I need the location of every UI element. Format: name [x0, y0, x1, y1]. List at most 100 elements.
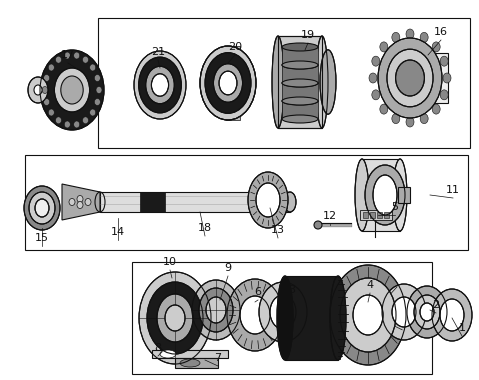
Polygon shape: [384, 212, 389, 218]
Ellipse shape: [372, 90, 380, 100]
Ellipse shape: [199, 288, 233, 332]
Ellipse shape: [206, 297, 226, 323]
Text: 16: 16: [434, 27, 448, 37]
Ellipse shape: [35, 199, 49, 217]
Ellipse shape: [40, 50, 104, 130]
Ellipse shape: [96, 87, 102, 93]
Text: 20: 20: [228, 42, 242, 52]
Ellipse shape: [340, 278, 396, 352]
Ellipse shape: [373, 175, 397, 215]
Ellipse shape: [432, 289, 472, 341]
Polygon shape: [140, 192, 165, 212]
Ellipse shape: [139, 272, 211, 364]
Ellipse shape: [355, 159, 369, 231]
Text: 12: 12: [323, 211, 337, 221]
Ellipse shape: [134, 51, 186, 119]
Ellipse shape: [314, 221, 322, 229]
Ellipse shape: [227, 279, 283, 351]
Ellipse shape: [248, 172, 288, 228]
Ellipse shape: [48, 109, 54, 116]
Polygon shape: [152, 350, 228, 358]
Ellipse shape: [146, 66, 174, 104]
Text: 1: 1: [458, 323, 466, 333]
Ellipse shape: [392, 114, 400, 124]
Text: 6: 6: [254, 287, 262, 297]
Ellipse shape: [29, 192, 55, 224]
Text: 4: 4: [366, 280, 374, 290]
Ellipse shape: [48, 64, 54, 71]
Text: 17: 17: [61, 50, 75, 60]
Ellipse shape: [192, 280, 240, 340]
Text: 7: 7: [215, 353, 222, 363]
Polygon shape: [363, 212, 368, 218]
Ellipse shape: [330, 265, 406, 365]
Text: 11: 11: [446, 185, 460, 195]
Ellipse shape: [69, 198, 75, 206]
Ellipse shape: [240, 296, 270, 334]
Ellipse shape: [382, 284, 426, 340]
Ellipse shape: [282, 43, 318, 51]
Ellipse shape: [82, 56, 89, 63]
Ellipse shape: [259, 282, 307, 342]
Polygon shape: [282, 65, 318, 83]
Ellipse shape: [219, 71, 237, 95]
Ellipse shape: [282, 97, 318, 105]
Polygon shape: [62, 184, 100, 220]
Ellipse shape: [82, 117, 89, 124]
Text: 19: 19: [301, 30, 315, 40]
Polygon shape: [362, 159, 400, 231]
Text: 15: 15: [35, 233, 49, 243]
Ellipse shape: [282, 61, 318, 69]
Ellipse shape: [393, 159, 407, 231]
Ellipse shape: [369, 73, 377, 83]
Ellipse shape: [282, 79, 318, 87]
Ellipse shape: [378, 38, 442, 118]
Ellipse shape: [432, 42, 440, 52]
Ellipse shape: [56, 117, 61, 124]
Ellipse shape: [94, 74, 101, 82]
Ellipse shape: [77, 201, 83, 209]
Ellipse shape: [282, 115, 318, 123]
Ellipse shape: [270, 295, 296, 329]
Ellipse shape: [90, 64, 96, 71]
Ellipse shape: [420, 114, 428, 124]
Ellipse shape: [160, 350, 176, 358]
Ellipse shape: [44, 98, 50, 106]
Ellipse shape: [380, 42, 388, 52]
Ellipse shape: [372, 56, 380, 66]
Ellipse shape: [157, 294, 193, 342]
Ellipse shape: [94, 98, 101, 106]
Ellipse shape: [90, 109, 96, 116]
Ellipse shape: [316, 36, 328, 128]
Polygon shape: [282, 101, 318, 119]
Ellipse shape: [396, 60, 424, 96]
Ellipse shape: [272, 36, 284, 128]
Ellipse shape: [44, 74, 50, 82]
Ellipse shape: [24, 186, 60, 230]
Polygon shape: [370, 212, 375, 218]
Text: 2: 2: [433, 300, 440, 310]
Ellipse shape: [443, 73, 451, 83]
Ellipse shape: [284, 192, 296, 212]
Text: 8: 8: [154, 343, 161, 353]
Ellipse shape: [56, 56, 61, 63]
Ellipse shape: [74, 52, 80, 59]
Polygon shape: [377, 212, 382, 218]
Text: 9: 9: [225, 263, 231, 273]
Ellipse shape: [74, 121, 80, 128]
Ellipse shape: [392, 32, 400, 42]
Ellipse shape: [440, 90, 448, 100]
Ellipse shape: [440, 56, 448, 66]
Ellipse shape: [282, 97, 318, 105]
Ellipse shape: [61, 76, 83, 104]
Polygon shape: [415, 53, 448, 103]
Polygon shape: [100, 192, 290, 212]
Ellipse shape: [387, 49, 433, 107]
Ellipse shape: [320, 50, 336, 114]
Text: 10: 10: [163, 257, 177, 267]
Ellipse shape: [432, 104, 440, 114]
Ellipse shape: [34, 85, 42, 95]
Ellipse shape: [42, 87, 48, 93]
Polygon shape: [175, 358, 218, 368]
Ellipse shape: [64, 121, 70, 128]
